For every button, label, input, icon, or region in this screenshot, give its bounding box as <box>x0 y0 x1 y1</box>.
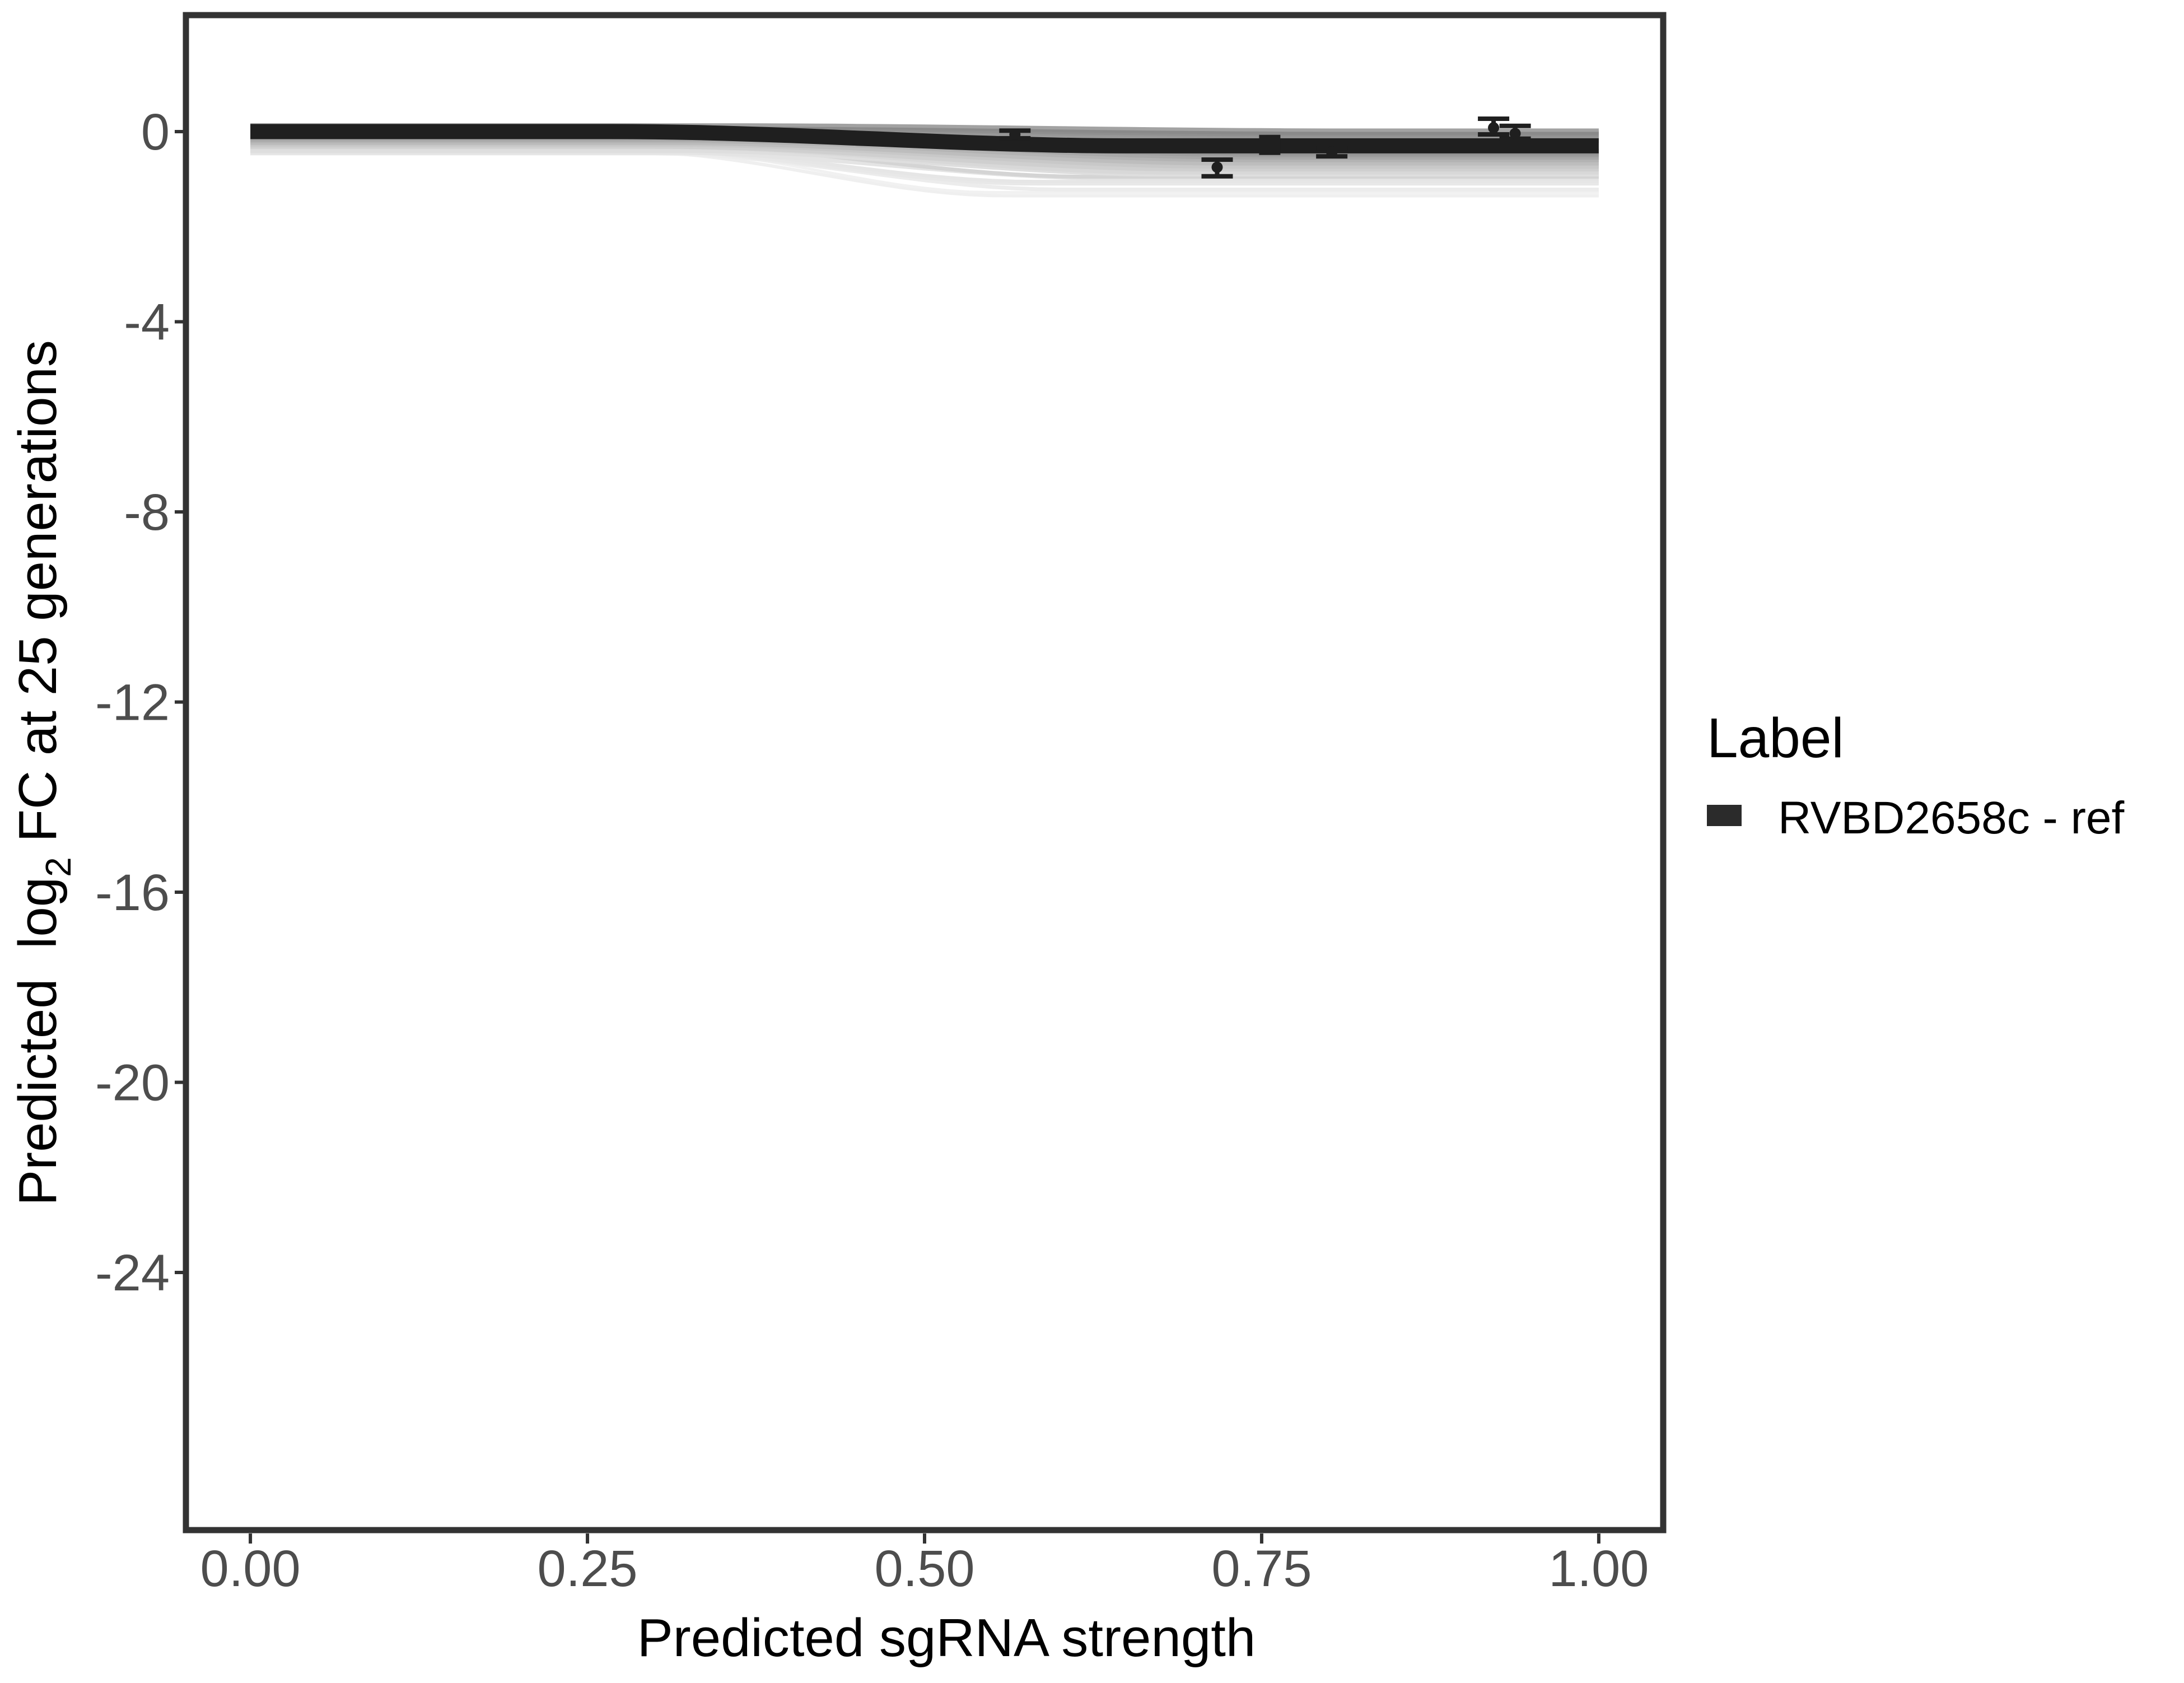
legend-key-swatch <box>1707 805 1742 826</box>
y-tick-label: -20 <box>95 1054 170 1111</box>
y-title-post: FC at 25 generations <box>8 340 68 857</box>
x-tick-label: 0.00 <box>200 1540 301 1597</box>
y-tick-label: -4 <box>124 293 170 351</box>
y-axis: 0 -4 -8 -12 -16 -20 -24 <box>95 104 185 1302</box>
x-tick-label: 0.50 <box>874 1540 974 1597</box>
legend: Label RVBD2658c - ref <box>1707 707 2125 843</box>
x-tick-label: 0.75 <box>1211 1540 1312 1597</box>
panel-border <box>183 12 1667 1533</box>
x-axis-title: Predicted sgRNA strength <box>637 1608 1256 1668</box>
y-tick-label: -8 <box>124 484 170 541</box>
square-marker <box>1259 134 1281 155</box>
y-tick-label: 0 <box>141 104 170 161</box>
x-tick-label: 1.00 <box>1548 1540 1649 1597</box>
curve-bundle <box>250 123 1599 198</box>
main-fit-line <box>250 124 1599 153</box>
x-axis: 0.00 0.25 0.50 0.75 1.00 <box>200 1533 1649 1597</box>
data-points <box>999 116 1531 179</box>
svg-text:Predicted log2 FC at 25 gener: Predicted log2 FC at 25 generations <box>8 340 78 1206</box>
point-marker <box>1009 129 1021 141</box>
y-title-subscript: 2 <box>38 857 78 877</box>
y-title-pre: Predicted log <box>8 877 68 1206</box>
legend-title: Label <box>1707 707 1844 770</box>
y-tick-label: -24 <box>95 1244 170 1302</box>
x-tick-label: 0.25 <box>538 1540 638 1597</box>
panel-border-rect <box>183 12 1667 1533</box>
y-axis-title: Predicted log2 FC at 25 generations <box>8 340 78 1206</box>
legend-entry-label: RVBD2658c - ref <box>1778 792 2125 843</box>
point-marker <box>1509 128 1521 139</box>
y-tick-label: -12 <box>95 674 170 731</box>
point-marker <box>1488 122 1500 134</box>
y-tick-label: -16 <box>95 864 170 921</box>
point-marker <box>1211 161 1223 173</box>
point-marker <box>1326 147 1338 158</box>
